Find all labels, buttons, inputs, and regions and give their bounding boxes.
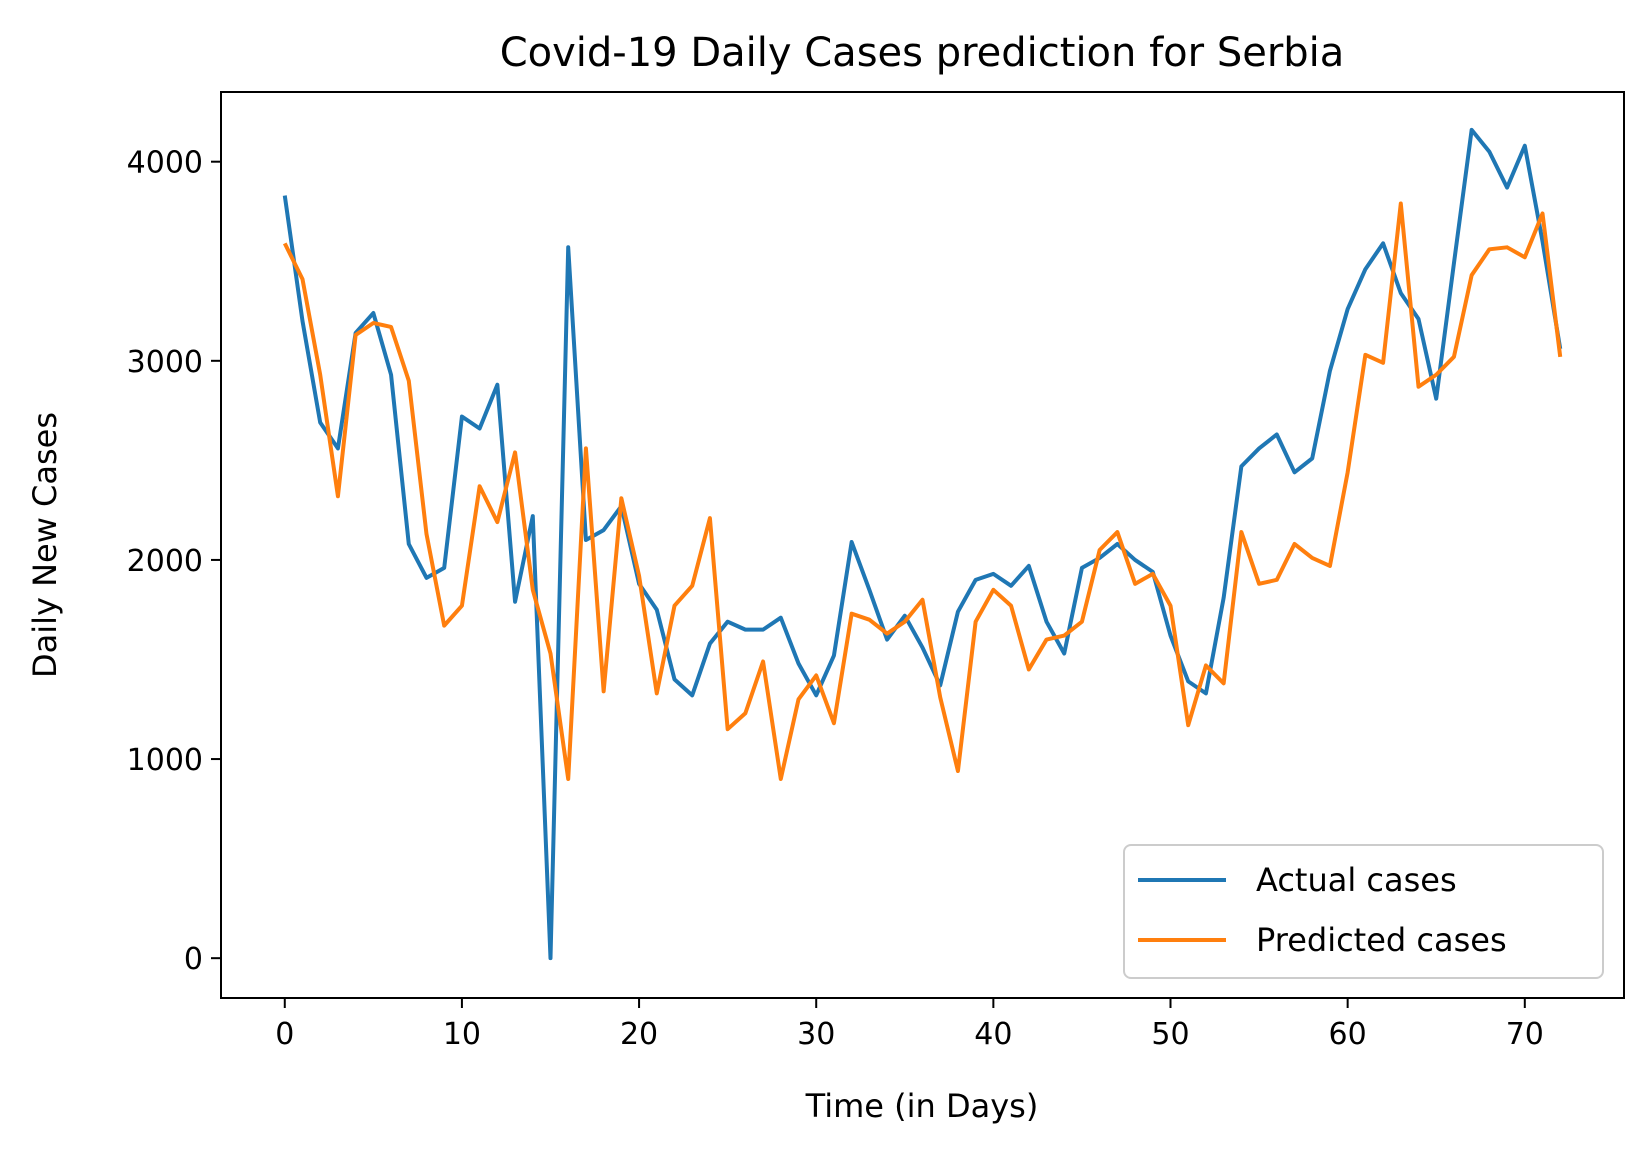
y-axis-label: Daily New Cases	[26, 412, 64, 678]
x-axis-ticks: 0 10 20 30 40 50 60 70	[275, 998, 1544, 1052]
plot-frame	[220, 91, 1625, 999]
x-tick-label: 60	[1329, 1017, 1367, 1052]
chart-title: Covid-19 Daily Cases prediction for Serb…	[500, 30, 1345, 76]
legend: Actual cases Predicted cases	[1123, 844, 1604, 979]
legend-box	[1123, 844, 1604, 979]
series-lines	[282, 127, 1563, 961]
y-tick-label: 2000	[127, 544, 203, 579]
x-tick-label: 70	[1506, 1017, 1544, 1052]
x-tick-label: 20	[620, 1017, 658, 1052]
series-actual-cases-line	[282, 127, 1563, 961]
y-axis-ticks: 0 1000 2000 3000 4000	[127, 146, 221, 977]
x-tick-label: 0	[275, 1017, 294, 1052]
x-axis-label: Time (in Days)	[805, 1087, 1039, 1125]
y-tick-label: 4000	[127, 146, 203, 181]
x-tick-label: 40	[974, 1017, 1012, 1052]
legend-label-predicted: Predicted cases	[1256, 921, 1507, 959]
x-tick-label: 30	[797, 1017, 835, 1052]
series-predicted-cases-line	[282, 201, 1563, 781]
y-tick-label: 0	[184, 942, 203, 977]
y-tick-label: 3000	[127, 345, 203, 380]
legend-label-actual: Actual cases	[1256, 861, 1457, 899]
x-tick-label: 50	[1151, 1017, 1189, 1052]
y-tick-label: 1000	[127, 743, 203, 778]
x-tick-label: 10	[443, 1017, 481, 1052]
